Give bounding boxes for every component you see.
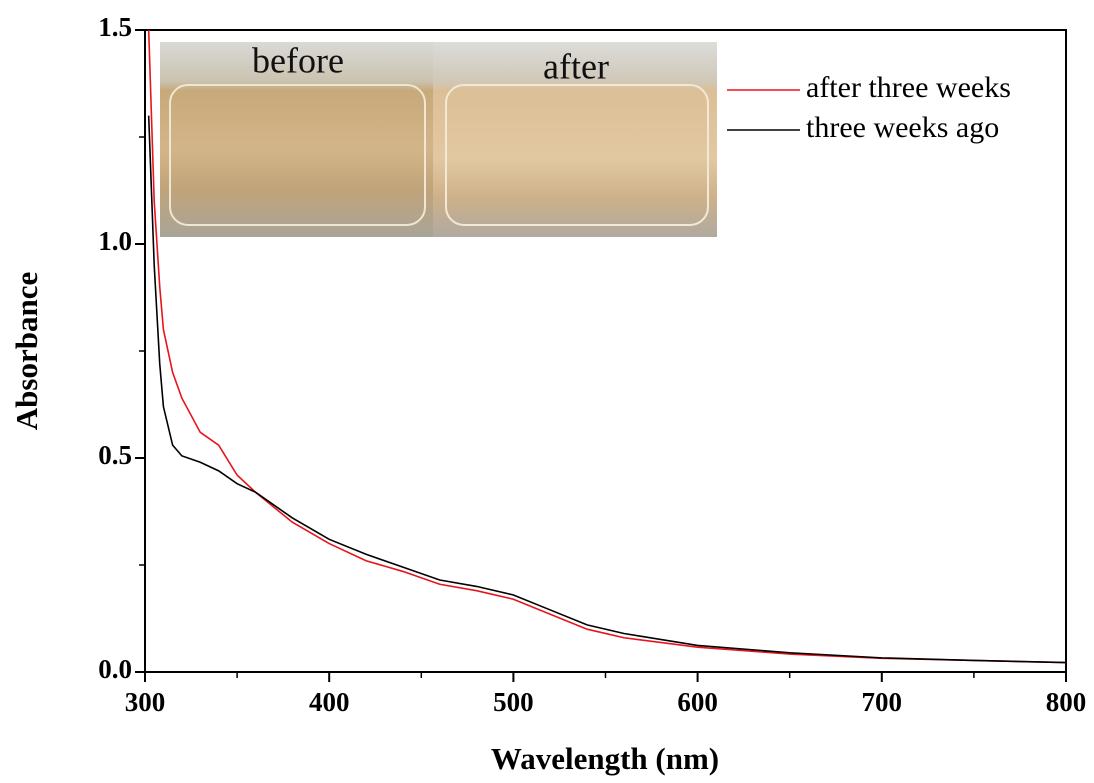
- legend-label: three weeks ago: [806, 111, 999, 144]
- series-line: [147, 30, 1066, 664]
- x-tick-label: 800: [1046, 687, 1087, 717]
- annotation: before: [252, 40, 344, 80]
- x-tick-label: 300: [125, 687, 166, 717]
- y-tick-label: 1.5: [98, 12, 132, 42]
- x-tick-label: 700: [862, 687, 903, 717]
- x-axis-title: Wavelength (nm): [491, 741, 719, 776]
- x-tick-label: 500: [493, 687, 534, 717]
- annotation: after: [543, 46, 609, 86]
- legend-label: after three weeks: [806, 71, 1011, 104]
- x-tick-label: 400: [309, 687, 350, 717]
- x-tick-label: 600: [677, 687, 718, 717]
- y-tick-label: 0.5: [98, 440, 132, 470]
- plot-lines: [147, 30, 1066, 664]
- y-tick-label: 1.0: [98, 226, 132, 256]
- inset-photo: [160, 42, 717, 237]
- y-tick-label: 0.0: [98, 654, 132, 684]
- series-line: [147, 115, 1066, 664]
- y-axis-title: Absorbance: [9, 272, 44, 430]
